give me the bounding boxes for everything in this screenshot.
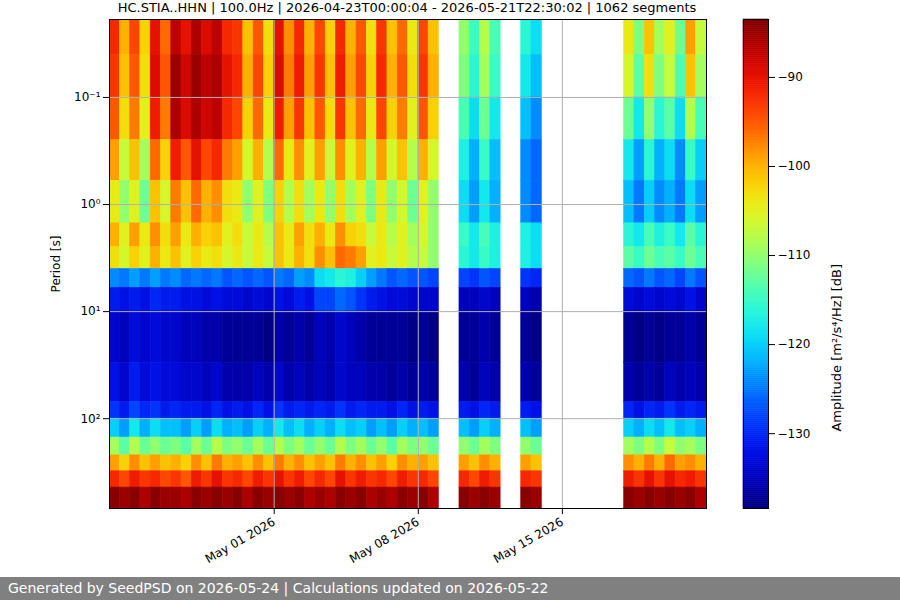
svg-text:Period [s]: Period [s]: [49, 236, 63, 293]
svg-text:−130: −130: [778, 427, 811, 441]
svg-text:−90: −90: [778, 70, 803, 84]
svg-text:May 08 2026: May 08 2026: [347, 515, 422, 566]
html-text:Generated by SeedPSD on 2026-0: Generated by SeedPSD on 2026-05-24 | Cal…: [8, 580, 549, 596]
svg-text:May 15 2026: May 15 2026: [491, 515, 566, 566]
svg-text:10²: 10²: [80, 412, 100, 426]
svg-text:10⁰: 10⁰: [80, 197, 100, 211]
svg-text:−110: −110: [778, 248, 811, 262]
svg-text:May 01 2026: May 01 2026: [203, 515, 278, 566]
svg-text:Amplitude [m²/s⁴/Hz] [dB]: Amplitude [m²/s⁴/Hz] [dB]: [829, 264, 844, 432]
html-text:HC.STIA..HHN | 100.0Hz | 2026-: HC.STIA..HHN | 100.0Hz | 2026-04-23T00:0…: [117, 0, 697, 15]
svg-text:10⁻¹: 10⁻¹: [74, 90, 101, 104]
svg-text:10¹: 10¹: [80, 304, 100, 318]
svg-text:−100: −100: [778, 159, 811, 173]
svg-text:−120: −120: [778, 337, 811, 351]
